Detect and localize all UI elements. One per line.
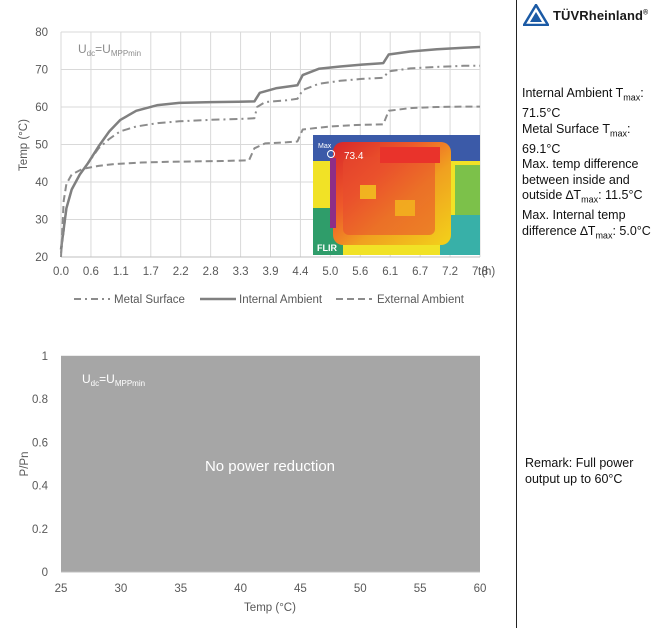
series-external-ambient — [60, 105, 480, 258]
top-x-tick-0: 0.0 — [53, 266, 69, 278]
top-chart-legend: Metal Surface Internal Ambient External … — [74, 294, 465, 306]
full-power-area — [61, 356, 480, 572]
temperature-chart: 20 30 40 50 60 70 80 0.0 0.6 1.1 1.7 2.2 2.8 3.3 3.9 4… — [18, 27, 495, 306]
bottom-y-tick-5: 1 — [42, 351, 48, 363]
spec-internal-ambient-value: 71.5°C — [522, 106, 561, 120]
top-x-tick-7: 3.9 — [263, 266, 279, 278]
top-x-tick-9: 5.0 — [322, 266, 338, 278]
top-x-tick-11: 6.1 — [382, 266, 398, 278]
top-x-tick-5: 2.8 — [203, 266, 219, 278]
top-y-tick-0: 20 — [35, 252, 48, 264]
no-power-reduction-label: No power reduction — [205, 458, 335, 475]
spec-metal-surface-label: Metal Surface Tmax: — [522, 121, 631, 139]
remark-line1: Remark: Full power — [525, 456, 634, 470]
series-internal-ambient — [59, 45, 481, 250]
bottom-y-tick-2: 0.4 — [32, 481, 49, 493]
top-x-tick-4: 2.2 — [173, 266, 189, 278]
spec-temp-diff-line2: between inside and — [522, 172, 630, 187]
bottom-x-tick-0: 25 — [55, 583, 68, 595]
remark-line2: output up to 60°C — [525, 471, 623, 486]
bottom-chart-x-tick-labels: 25 30 35 40 45 50 55 60 — [55, 583, 487, 595]
bottom-x-tick-4: 45 — [294, 583, 307, 595]
series-metal-surface — [60, 64, 480, 254]
bottom-chart-x-axis-label: Temp (°C) — [244, 602, 296, 614]
top-chart-y-tick-labels: 20 30 40 50 60 70 80 — [35, 27, 48, 264]
top-x-tick-14: 7.8 — [472, 266, 488, 278]
legend-external-ambient: External Ambient — [377, 294, 465, 306]
spec-internal-ambient-label: Internal Ambient Tmax: — [522, 86, 644, 103]
spec-temp-diff-line1: Max. temp difference — [522, 157, 639, 171]
top-chart-x-axis-unit: t(h) — [478, 266, 495, 278]
thermal-temp-readout: 73.4 — [344, 151, 364, 162]
legend-internal-ambient: Internal Ambient — [239, 294, 323, 306]
bottom-y-tick-3: 0.6 — [32, 437, 48, 449]
power-derating-chart: 0 0.2 0.4 0.6 0.8 1 25 30 35 40 45 50 55 60 Udc=UMPP… — [19, 351, 487, 614]
top-y-tick-5: 70 — [35, 65, 48, 77]
brand-name: TÜVRheinland® — [553, 7, 649, 23]
bottom-y-tick-1: 0.2 — [32, 524, 48, 536]
spec-temp-diff-outside: outside ∆Tmax: 11.5°C — [522, 188, 643, 205]
top-chart-x-tick-labels: 0.0 0.6 1.1 1.7 2.2 2.8 3.3 3.9 4.4 5.0 5.6 6.1 6.7 7… — [53, 266, 488, 278]
top-x-tick-1: 0.6 — [83, 266, 99, 278]
bottom-x-tick-3: 40 — [234, 583, 247, 595]
top-x-tick-6: 3.3 — [233, 266, 249, 278]
top-x-tick-8: 4.4 — [292, 266, 309, 278]
top-chart-series — [59, 45, 481, 258]
tuv-triangle-icon — [523, 4, 549, 26]
top-x-tick-10: 5.6 — [352, 266, 368, 278]
side-specs: Internal Ambient Tmax: 71.5°C Metal Surf… — [522, 86, 651, 244]
bottom-chart-annotation: Udc=UMPPmin — [82, 372, 145, 388]
bottom-chart-y-tick-labels: 0 0.2 0.4 0.6 0.8 1 — [32, 351, 49, 579]
flir-logo: FLIR — [317, 243, 337, 253]
bottom-x-tick-5: 50 — [354, 583, 367, 595]
top-chart-y-axis-label: Temp (°C) — [18, 119, 30, 171]
spec-internal-diff-line1: Max. Internal temp — [522, 208, 626, 222]
legend-metal-surface: Metal Surface — [114, 294, 185, 306]
bottom-x-tick-6: 55 — [414, 583, 427, 595]
top-chart-annotation: Udc=UMPPmin — [78, 42, 141, 58]
top-x-tick-3: 1.7 — [143, 266, 159, 278]
tuv-rheinland-logo: TÜVRheinland® — [523, 3, 648, 27]
side-remark: Remark: Full power output up to 60°C — [525, 456, 633, 487]
top-y-tick-4: 60 — [35, 102, 48, 114]
spec-metal-surface-value: 69.1°C — [522, 141, 561, 156]
bottom-x-tick-1: 30 — [114, 583, 127, 595]
bottom-chart-y-axis-label: P/Pn — [19, 452, 31, 477]
vertical-divider — [516, 0, 517, 628]
top-y-tick-2: 40 — [35, 177, 48, 189]
top-x-tick-12: 6.7 — [412, 266, 428, 278]
thermal-image-inset: Max 73.4 FLIR — [313, 135, 480, 255]
top-x-tick-13: 7.2 — [442, 266, 458, 278]
thermal-spot-label: Max — [318, 143, 332, 150]
top-y-tick-3: 50 — [35, 140, 48, 152]
top-y-tick-1: 30 — [35, 215, 48, 227]
bottom-y-tick-0: 0 — [42, 567, 48, 579]
bottom-x-tick-7: 60 — [474, 583, 487, 595]
top-y-tick-6: 80 — [35, 27, 48, 39]
top-x-tick-2: 1.1 — [113, 266, 129, 278]
bottom-y-tick-4: 0.8 — [32, 394, 48, 406]
spec-internal-diff-value: difference ∆Tmax: 5.0°C — [522, 223, 651, 241]
bottom-x-tick-2: 35 — [174, 583, 187, 595]
bottom-chart-area — [61, 356, 480, 573]
